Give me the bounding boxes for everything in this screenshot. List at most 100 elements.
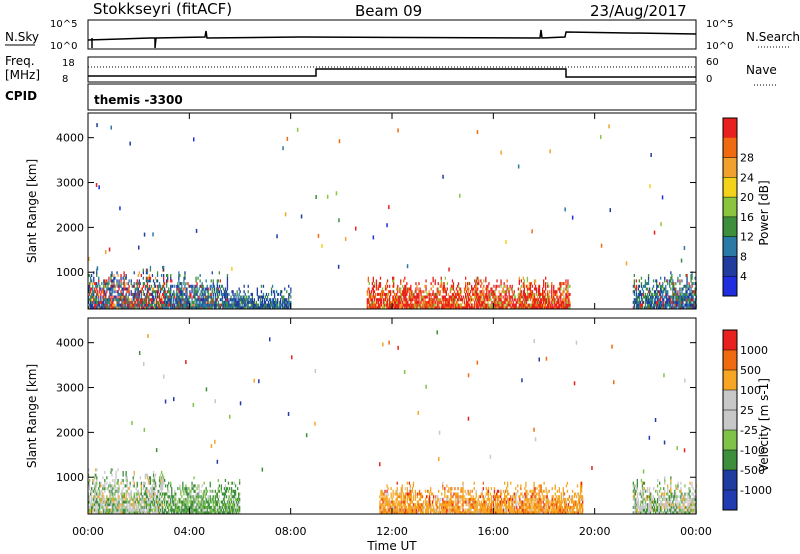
heatmap-cell [687, 295, 689, 299]
heatmap-cell [203, 292, 205, 296]
heatmap-cell [128, 279, 130, 283]
heatmap-cell [122, 300, 124, 304]
heatmap-cell [501, 290, 503, 294]
heatmap-cell [450, 284, 453, 288]
heatmap-cell [545, 306, 547, 310]
heatmap-cell [526, 295, 529, 299]
heatmap-cell [523, 300, 525, 304]
heatmap-cell [390, 511, 392, 515]
heatmap-cell [212, 489, 214, 493]
heatmap-cell [221, 306, 224, 310]
heatmap-cell [400, 290, 402, 294]
heatmap-cell [460, 298, 463, 302]
heatmap-cell [145, 276, 148, 280]
heatmap-cell [136, 303, 138, 307]
heatmap-cell [95, 484, 97, 488]
y-tick-label: 2000 [56, 221, 84, 234]
heatmap-cell [91, 274, 93, 277]
heatmap-cell [88, 503, 90, 507]
heatmap-cell [451, 287, 454, 291]
heatmap-cell [412, 298, 414, 302]
heatmap-cell [441, 508, 443, 512]
heatmap-cell [490, 306, 492, 310]
heatmap-cell [233, 505, 236, 509]
heatmap-cell [190, 292, 192, 296]
heatmap-cell [140, 274, 142, 277]
heatmap-cell [369, 295, 371, 299]
heatmap-cell [557, 287, 559, 291]
heatmap-cell [409, 505, 411, 509]
heatmap-cell [485, 276, 487, 280]
heatmap-cell [222, 511, 225, 515]
heatmap-cell [431, 292, 433, 296]
heatmap-cell [157, 497, 160, 501]
heatmap-cell [425, 503, 428, 507]
heatmap-cell [407, 306, 409, 310]
heatmap-cell [103, 298, 105, 302]
heatmap-cell [514, 303, 516, 307]
heatmap-cell [408, 298, 410, 302]
heatmap-cell [152, 300, 155, 304]
heatmap-cell [480, 295, 482, 299]
heatmap-cell [163, 508, 165, 512]
heatmap-cell [648, 287, 651, 291]
heatmap-cell [217, 508, 219, 512]
heatmap-cell [421, 511, 424, 515]
heatmap-cell [450, 487, 452, 491]
heatmap-cell [93, 271, 95, 275]
heatmap-cell [402, 290, 404, 294]
heatmap-cell [468, 282, 470, 286]
heatmap-cell [121, 508, 123, 512]
heatmap-cell [691, 303, 693, 307]
heatmap-cell [259, 295, 262, 299]
heatmap-cell [392, 495, 394, 499]
heatmap-cell [202, 284, 204, 288]
heatmap-cell [153, 495, 156, 499]
heatmap-cell [464, 489, 466, 493]
heatmap-cell [682, 295, 684, 299]
heatmap-cell [91, 497, 93, 501]
heatmap-cell [136, 497, 138, 501]
heatmap-cell [168, 481, 170, 485]
heatmap-cell [460, 487, 462, 491]
heatmap-cell [405, 508, 407, 512]
heatmap-cell [123, 271, 125, 275]
heatmap-cell [656, 300, 658, 304]
heatmap-cell [391, 503, 393, 507]
heatmap-cell [166, 282, 168, 286]
heatmap-cell [499, 292, 501, 296]
heatmap-cell [687, 306, 689, 310]
heatmap-cell [688, 287, 690, 291]
heatmap-cell [93, 276, 95, 280]
heatmap-cell [264, 306, 267, 310]
heatmap-cell [178, 300, 180, 304]
heatmap-cell [534, 279, 537, 283]
heatmap-cell [162, 505, 164, 509]
heatmap-cell [206, 295, 208, 299]
heatmap-cell [648, 306, 651, 310]
heatmap-cell [162, 306, 164, 310]
heatmap-cell [198, 489, 200, 493]
heatmap-cell [451, 279, 454, 283]
heatmap-cell [432, 290, 434, 294]
heatmap-cell [386, 295, 389, 299]
heatmap-cell [88, 306, 90, 310]
heatmap-cell [155, 290, 158, 294]
heatmap-cell [92, 292, 94, 296]
heatmap-cell [252, 303, 254, 307]
heatmap-cell [444, 290, 446, 294]
heatmap-cell [400, 306, 402, 310]
heatmap-cell [98, 495, 100, 499]
heatmap-cell [201, 306, 203, 310]
heatmap-cell [401, 292, 403, 296]
heatmap-cell [119, 298, 121, 302]
power-ylabel: Slant Range [km] [25, 159, 39, 263]
heatmap-cell [396, 287, 398, 291]
heatmap-cell [166, 274, 168, 277]
heatmap-cell [665, 292, 667, 296]
heatmap-cell [437, 495, 439, 499]
heatmap-cell [691, 284, 693, 288]
heatmap-cell [550, 303, 552, 307]
heatmap-cell [531, 306, 534, 310]
heatmap-cell [135, 282, 137, 286]
